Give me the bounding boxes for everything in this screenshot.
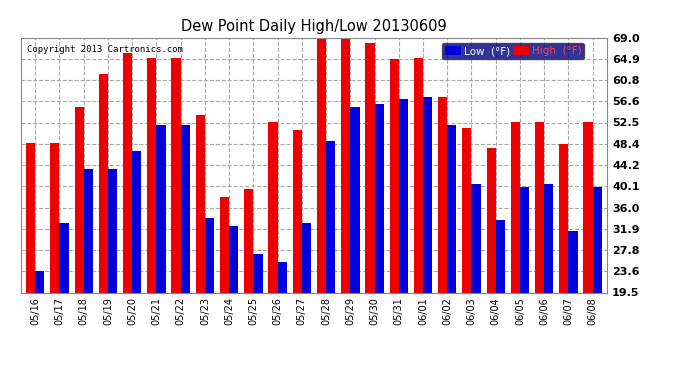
Bar: [569, 231, 578, 292]
Bar: [268, 123, 277, 292]
Title: Dew Point Daily High/Low 20130609: Dew Point Daily High/Low 20130609: [181, 18, 447, 33]
Bar: [511, 123, 520, 292]
Bar: [535, 123, 544, 292]
Bar: [75, 107, 83, 292]
Bar: [326, 141, 335, 292]
Bar: [341, 38, 351, 292]
Bar: [196, 115, 205, 292]
Bar: [59, 223, 69, 292]
Bar: [205, 218, 214, 292]
Bar: [375, 105, 384, 292]
Bar: [147, 58, 157, 292]
Bar: [365, 43, 375, 292]
Bar: [559, 144, 569, 292]
Bar: [351, 107, 359, 292]
Bar: [302, 223, 311, 292]
Bar: [399, 99, 408, 292]
Bar: [181, 125, 190, 292]
Bar: [584, 123, 593, 292]
Bar: [438, 97, 447, 292]
Text: Copyright 2013 Cartronics.com: Copyright 2013 Cartronics.com: [26, 45, 182, 54]
Bar: [253, 254, 263, 292]
Bar: [171, 58, 181, 292]
Bar: [317, 38, 326, 292]
Bar: [83, 169, 93, 292]
Bar: [108, 169, 117, 292]
Bar: [390, 58, 399, 292]
Bar: [293, 130, 302, 292]
Bar: [486, 148, 495, 292]
Bar: [544, 184, 553, 292]
Bar: [123, 53, 132, 292]
Legend: Low  (°F), High  (°F): Low (°F), High (°F): [442, 43, 584, 59]
Bar: [244, 189, 253, 292]
Bar: [26, 143, 35, 292]
Bar: [132, 151, 141, 292]
Bar: [447, 125, 457, 292]
Bar: [593, 187, 602, 292]
Bar: [157, 125, 166, 292]
Bar: [471, 184, 481, 292]
Bar: [220, 197, 229, 292]
Bar: [414, 58, 423, 292]
Bar: [99, 74, 108, 292]
Bar: [50, 143, 59, 292]
Bar: [495, 220, 505, 292]
Bar: [229, 225, 238, 292]
Bar: [520, 187, 529, 292]
Bar: [35, 272, 44, 292]
Bar: [462, 128, 471, 292]
Bar: [277, 262, 287, 292]
Bar: [423, 97, 432, 292]
